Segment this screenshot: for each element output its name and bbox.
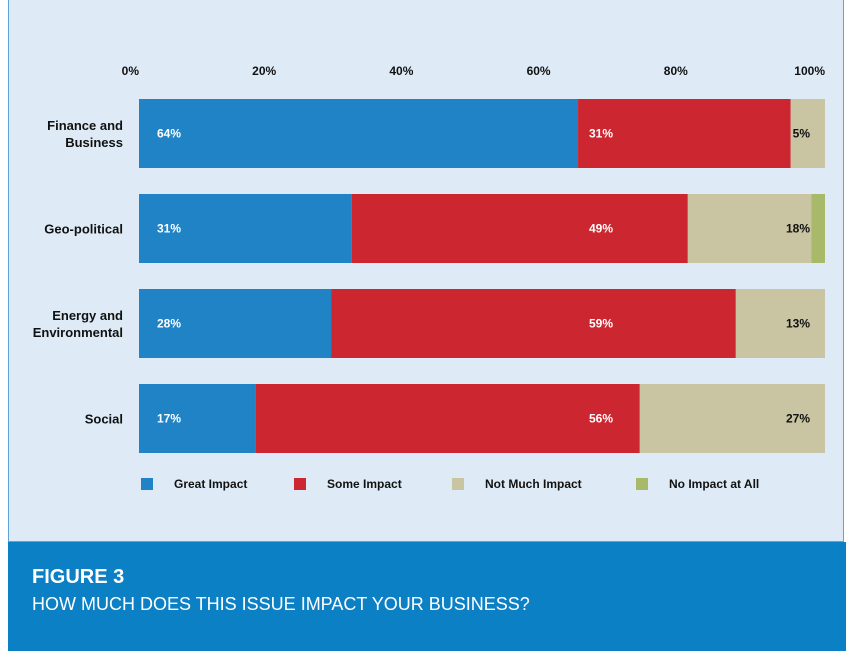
value-label: 5% <box>793 127 811 141</box>
x-tick-label: 100% <box>794 64 825 78</box>
x-tick-label: 40% <box>389 64 413 78</box>
category-label: Energy and Environmental <box>32 307 123 340</box>
value-label: 59% <box>589 317 613 331</box>
value-label: 27% <box>786 412 810 426</box>
x-tick-label: 0% <box>122 64 140 78</box>
x-tick-label: 20% <box>252 64 276 78</box>
legend-swatch <box>452 478 464 490</box>
legend-swatch <box>141 478 153 490</box>
legend-swatch <box>294 478 306 490</box>
bar-segment <box>331 289 736 358</box>
bar-segment <box>139 289 332 358</box>
bar-segment <box>639 384 825 453</box>
value-label: 56% <box>589 412 613 426</box>
value-label: 28% <box>157 317 181 331</box>
value-label: 17% <box>157 412 181 426</box>
category-label: Finance and Business <box>47 117 123 150</box>
bar-segment <box>811 194 825 263</box>
category-label: Social <box>84 411 123 426</box>
value-label: 31% <box>157 222 181 236</box>
value-label: 49% <box>589 222 613 236</box>
bar-segment <box>578 99 791 168</box>
bar-segment <box>790 99 825 168</box>
value-label: 18% <box>786 222 810 236</box>
legend-label: Some Impact <box>327 477 402 491</box>
bar-segment <box>687 194 812 263</box>
bar-segment <box>735 289 825 358</box>
value-label: 13% <box>786 317 810 331</box>
legend-label: Not Much Impact <box>485 477 582 491</box>
chart-title: HOW MUCH DOES THIS ISSUE IMPACT YOUR BUS… <box>32 594 530 614</box>
bar-segment <box>351 194 688 263</box>
value-label: 31% <box>589 127 613 141</box>
legend-label: No Impact at All <box>669 477 759 491</box>
category-label: Geo-political <box>44 221 123 236</box>
bar-segment <box>139 194 352 263</box>
bar-segment <box>139 99 579 168</box>
x-tick-label: 80% <box>664 64 688 78</box>
value-label: 64% <box>157 127 181 141</box>
bar-segment <box>139 384 256 453</box>
legend-swatch <box>636 478 648 490</box>
x-tick-label: 60% <box>527 64 551 78</box>
bar-segment <box>255 384 640 453</box>
legend-label: Great Impact <box>174 477 247 491</box>
figure-label: FIGURE 3 <box>32 566 125 588</box>
caption-band <box>8 542 846 651</box>
